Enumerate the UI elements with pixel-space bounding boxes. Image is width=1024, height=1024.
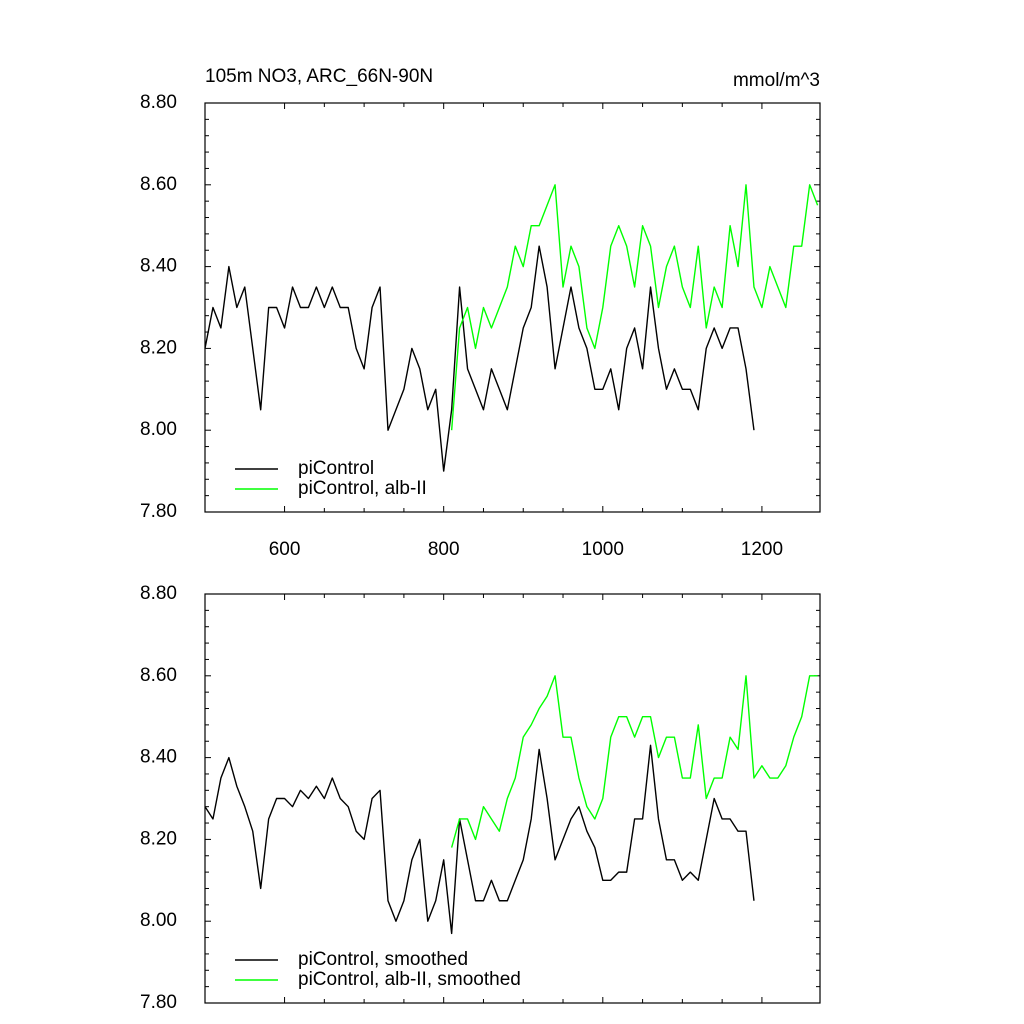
y-tick-label: 8.60 xyxy=(140,665,177,686)
series-line xyxy=(204,245,755,472)
chart-title: 105m NO3, ARC_66N-90N xyxy=(205,66,433,87)
y-tick-label: 8.00 xyxy=(140,910,177,931)
x-tick-label: 1000 xyxy=(582,539,624,560)
legend-label: piControl, alb-II xyxy=(298,478,427,499)
series-line xyxy=(450,675,818,848)
x-tick-label: 800 xyxy=(428,539,460,560)
series-line xyxy=(450,184,819,431)
series-line xyxy=(204,744,755,935)
plot-frame xyxy=(204,102,821,513)
legend-label: piControl xyxy=(298,458,374,479)
y-tick-label: 8.80 xyxy=(140,92,177,113)
y-tick-label: 8.20 xyxy=(140,337,177,358)
x-tick-label: 1200 xyxy=(741,539,783,560)
y-tick-label: 7.80 xyxy=(140,501,177,522)
y-tick-label: 8.60 xyxy=(140,174,177,195)
x-tick-label: 600 xyxy=(269,539,301,560)
y-tick-label: 8.00 xyxy=(140,419,177,440)
y-tick-label: 8.20 xyxy=(140,828,177,849)
plot-frame xyxy=(204,593,821,1004)
y-tick-label: 8.40 xyxy=(140,256,177,277)
legend-label: piControl, alb-II, smoothed xyxy=(298,969,521,990)
legend-label: piControl, smoothed xyxy=(298,949,468,970)
units-label: mmol/m^3 xyxy=(733,70,820,91)
y-tick-label: 8.80 xyxy=(140,583,177,604)
y-tick-label: 7.80 xyxy=(140,992,177,1013)
y-tick-label: 8.40 xyxy=(140,747,177,768)
